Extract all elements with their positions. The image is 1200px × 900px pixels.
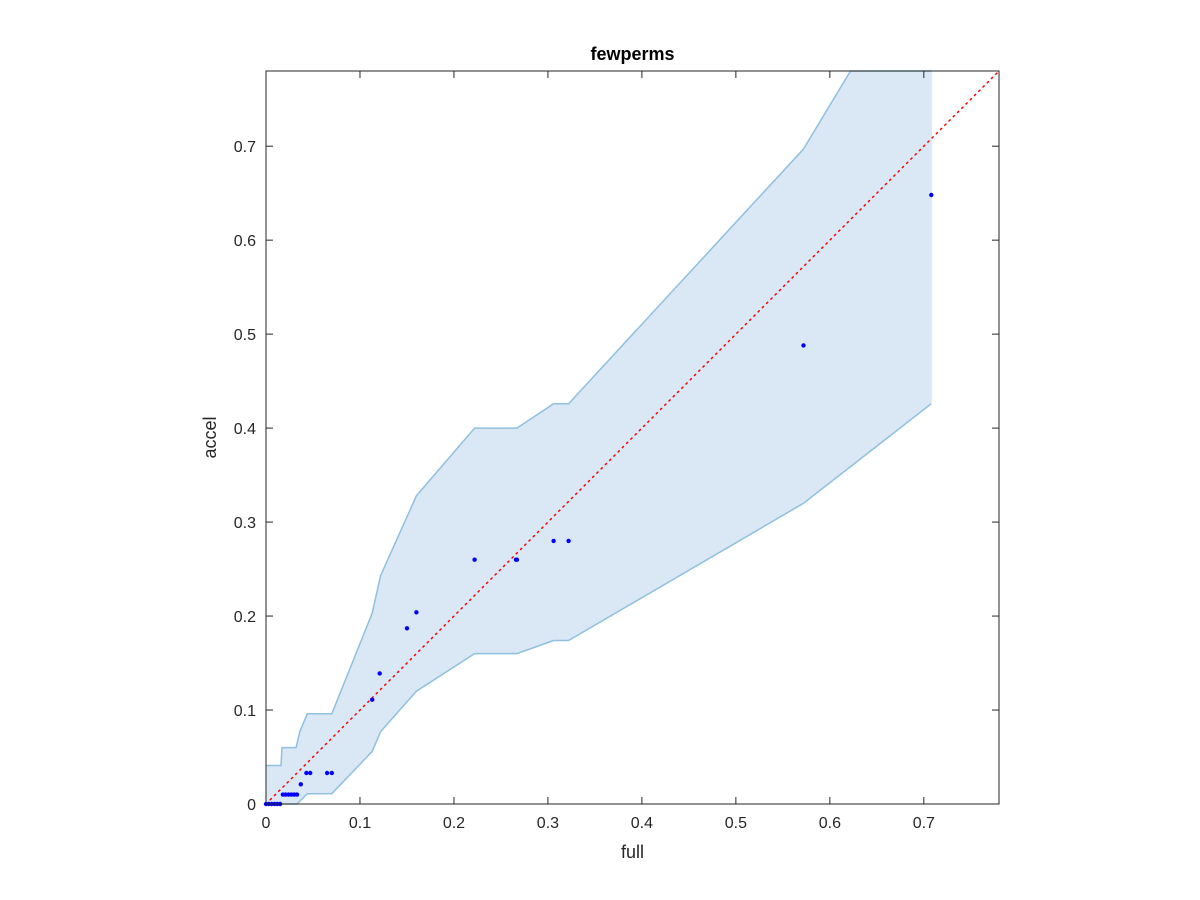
- y-tick-label: 0.7: [234, 139, 256, 156]
- data-point: [551, 538, 556, 544]
- y-tick-label: 0.6: [234, 233, 256, 250]
- data-point: [414, 610, 419, 615]
- x-tick-label: 0.1: [349, 815, 371, 832]
- band-fill: [266, 71, 932, 804]
- data-point: [329, 770, 334, 776]
- x-tick-label: 0.2: [443, 815, 465, 832]
- data-point: [304, 770, 309, 776]
- y-axis-ticks: 0 0.1 0.2 0.3 0.4 0.5 0.6 0.7: [234, 139, 999, 814]
- data-point: [298, 782, 303, 787]
- data-point: [377, 671, 382, 676]
- y-tick-label: 0.1: [234, 703, 256, 720]
- x-tick-label: 0.7: [913, 815, 935, 832]
- y-tick-label: 0.5: [234, 327, 256, 344]
- y-tick-label: 0.2: [234, 609, 256, 626]
- reference-diagonal: [265, 70, 1000, 805]
- x-tick-label: 0.6: [819, 815, 841, 832]
- band-upper-edge: [266, 70, 932, 767]
- y-tick-label: 0: [247, 797, 256, 814]
- x-axis-label: full: [621, 842, 644, 862]
- chart-title: fewperms: [590, 44, 674, 64]
- x-tick-label: 0: [262, 815, 271, 832]
- x-tick-label: 0.3: [537, 815, 559, 832]
- data-point: [308, 770, 313, 776]
- axes-box: [265, 70, 1000, 805]
- band-lower-edge: [266, 403, 932, 805]
- y-tick-label: 0.4: [234, 421, 256, 438]
- data-point: [566, 538, 571, 544]
- y-axis-label: accel: [200, 416, 220, 458]
- data-point: [801, 343, 806, 348]
- data-point: [404, 626, 410, 631]
- x-tick-label: 0.4: [631, 815, 653, 832]
- data-point: [929, 192, 934, 198]
- reference-line: [265, 70, 1000, 805]
- data-point: [370, 697, 375, 702]
- data-point: [294, 792, 300, 797]
- y-tick-label: 0.3: [234, 515, 256, 532]
- x-tick-label: 0.5: [725, 815, 747, 832]
- x-axis-ticks: 0 0.1 0.2 0.3 0.4 0.5 0.6 0.7: [262, 71, 935, 832]
- data-point: [514, 557, 520, 562]
- data-point: [472, 557, 477, 562]
- confidence-band: [266, 70, 932, 805]
- data-point: [324, 770, 330, 776]
